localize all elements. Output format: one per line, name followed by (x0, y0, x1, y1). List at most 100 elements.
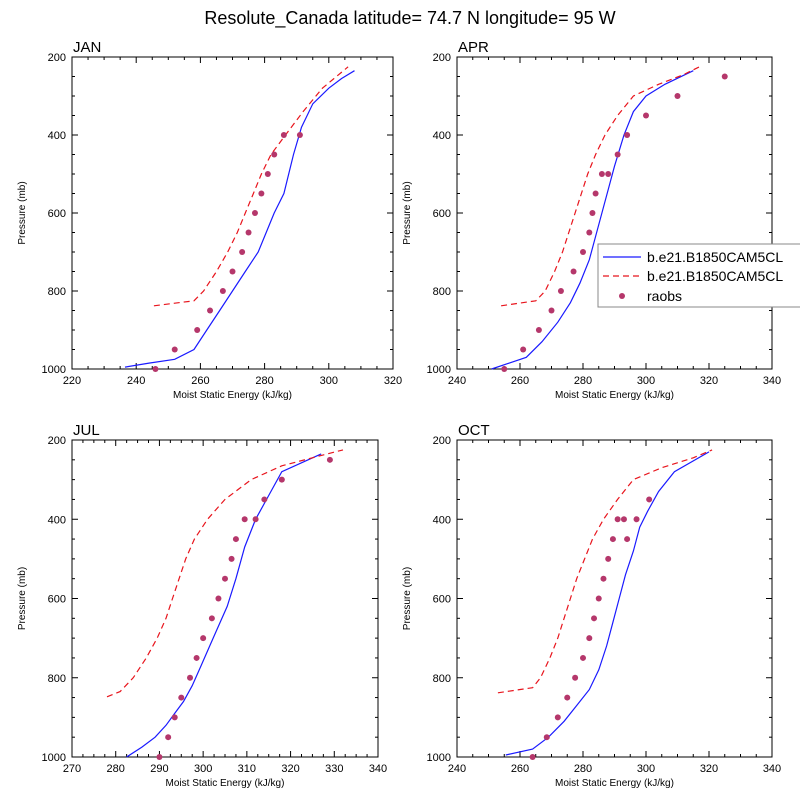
y-tick-label: 800 (433, 673, 451, 685)
y-tick-label: 800 (48, 673, 66, 685)
raobs-point (554, 714, 561, 721)
y-tick-label: 800 (48, 286, 66, 298)
x-tick-label: 340 (763, 763, 781, 775)
x-tick-label: 260 (511, 763, 529, 775)
y-axis-label: Pressure (mb) (402, 567, 413, 630)
raobs-point (194, 327, 201, 333)
x-tick-label: 290 (150, 763, 168, 775)
raobs-point (232, 536, 239, 543)
panel-title: APR (458, 39, 489, 56)
raobs-point (674, 93, 681, 99)
raobs-point (624, 536, 631, 543)
model-line-dashed (153, 66, 349, 307)
raobs-point (548, 307, 555, 314)
model-line-solid (505, 451, 710, 756)
x-tick-label: 330 (325, 763, 343, 775)
x-tick-label: 320 (700, 375, 718, 387)
raobs-point (614, 151, 621, 158)
y-tick-label: 600 (433, 208, 451, 220)
raobs-point (600, 575, 607, 582)
raobs-point (261, 496, 268, 503)
raobs-point (586, 229, 593, 236)
y-axis-label: Pressure (mb) (17, 567, 28, 630)
raobs-point (271, 151, 278, 158)
legend-marker-raobs (619, 293, 625, 299)
x-tick-label: 260 (511, 375, 529, 387)
raobs-point (178, 694, 185, 701)
raobs-point (520, 346, 527, 353)
raobs-point (280, 132, 287, 138)
raobs-point (572, 674, 579, 681)
panel-title: JUL (73, 422, 100, 439)
figure-title: Resolute_Canada latitude= 74.7 N longitu… (204, 8, 615, 29)
panel-jul: JUL 270 280 290 300 310 320 330 340 200 400 600 800 1… (17, 422, 387, 789)
raobs-point (624, 132, 631, 138)
x-tick-label: 310 (238, 763, 256, 775)
y-tick-label: 600 (48, 208, 66, 220)
model-line-solid (124, 70, 355, 368)
panels: JAN 220 240 260 280 300 320 200 400 600 800 1000 Moi… (17, 39, 781, 789)
y-tick-label: 800 (433, 286, 451, 298)
raobs-point (721, 73, 728, 80)
x-tick-label: 340 (369, 763, 387, 775)
raobs-point (535, 327, 542, 333)
x-tick-label: 280 (574, 375, 592, 387)
x-tick-label: 340 (763, 375, 781, 387)
raobs-point (633, 516, 640, 523)
raobs-point (501, 366, 508, 372)
x-tick-label: 300 (637, 375, 655, 387)
raobs-point (222, 575, 228, 582)
raobs-point (252, 516, 259, 523)
x-tick-label: 280 (107, 763, 125, 775)
legend-entry: b.e21.B1850CAM5CL (647, 249, 783, 265)
y-tick-label: 600 (433, 594, 451, 606)
raobs-point (543, 734, 550, 741)
x-axis-label: Moist Static Energy (kJ/kg) (555, 778, 674, 789)
raobs-point (529, 754, 536, 760)
x-tick-label: 220 (63, 375, 81, 387)
x-tick-label: 270 (63, 763, 81, 775)
raobs-point (219, 288, 226, 294)
raobs-point (278, 476, 285, 483)
panel-title: OCT (458, 422, 490, 439)
y-tick-label: 1000 (427, 364, 451, 376)
x-tick-label: 320 (281, 763, 299, 775)
raobs-point (165, 734, 172, 741)
y-tick-label: 400 (433, 130, 451, 142)
raobs-point (598, 171, 605, 177)
y-tick-label: 600 (48, 594, 66, 606)
legend-box (597, 243, 800, 308)
model-line-solid (126, 453, 322, 758)
y-tick-label: 400 (48, 514, 66, 526)
model-line-dashed (106, 449, 344, 698)
raobs-point (208, 615, 215, 622)
y-tick-label: 200 (433, 435, 451, 447)
raobs-point (557, 288, 564, 294)
raobs-point (200, 635, 207, 642)
y-tick-label: 1000 (42, 364, 66, 376)
raobs-point (239, 249, 246, 255)
raobs-point (264, 171, 271, 177)
y-tick-label: 1000 (42, 752, 66, 764)
raobs-point (589, 210, 596, 216)
y-tick-label: 1000 (427, 752, 451, 764)
x-tick-label: 320 (700, 763, 718, 775)
raobs-point (620, 516, 627, 523)
raobs-point (592, 190, 599, 197)
x-tick-label: 320 (384, 375, 402, 387)
raobs-point (296, 132, 303, 138)
y-tick-label: 200 (433, 52, 451, 64)
x-tick-label: 240 (448, 375, 466, 387)
raobs-point (564, 694, 571, 701)
raobs-point (156, 754, 163, 760)
x-tick-label: 280 (255, 375, 273, 387)
raobs-point (646, 496, 653, 503)
x-tick-label: 300 (637, 763, 655, 775)
raobs-point (580, 249, 586, 255)
x-tick-label: 240 (448, 763, 466, 775)
raobs-point (586, 635, 593, 642)
raobs-point (229, 268, 236, 275)
panel-title: JAN (73, 39, 101, 56)
x-axis-label: Moist Static Energy (kJ/kg) (555, 390, 674, 401)
